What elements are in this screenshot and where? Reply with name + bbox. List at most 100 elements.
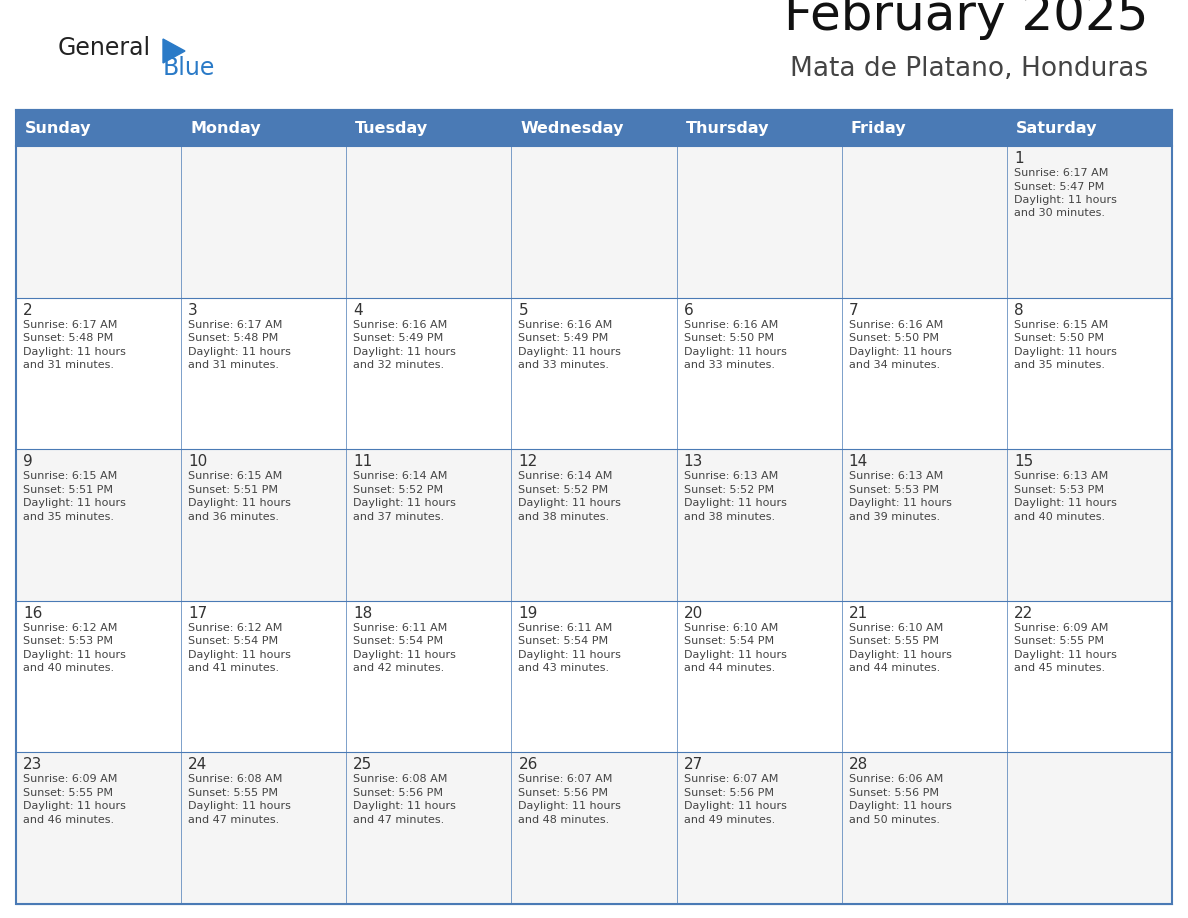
Bar bbox=[1007, 600, 1173, 753]
Bar bbox=[181, 600, 346, 753]
Text: Sunrise: 6:07 AM: Sunrise: 6:07 AM bbox=[683, 775, 778, 784]
Bar bbox=[346, 297, 511, 449]
Text: Sunrise: 6:16 AM: Sunrise: 6:16 AM bbox=[353, 319, 448, 330]
Bar bbox=[511, 146, 677, 297]
Text: Daylight: 11 hours: Daylight: 11 hours bbox=[683, 498, 786, 509]
Text: Tuesday: Tuesday bbox=[355, 120, 429, 136]
Bar bbox=[677, 146, 842, 297]
Bar bbox=[511, 753, 677, 904]
Text: Sunrise: 6:06 AM: Sunrise: 6:06 AM bbox=[848, 775, 943, 784]
Text: 21: 21 bbox=[848, 606, 868, 621]
Text: 28: 28 bbox=[848, 757, 868, 772]
Text: 25: 25 bbox=[353, 757, 373, 772]
Text: Wednesday: Wednesday bbox=[520, 120, 624, 136]
Text: Sunset: 5:55 PM: Sunset: 5:55 PM bbox=[848, 636, 939, 646]
Text: Daylight: 11 hours: Daylight: 11 hours bbox=[518, 347, 621, 356]
Text: 1: 1 bbox=[1013, 151, 1024, 166]
Text: and 46 minutes.: and 46 minutes. bbox=[23, 815, 114, 825]
Bar bbox=[511, 449, 677, 600]
Bar bbox=[15, 600, 181, 753]
Text: and 38 minutes.: and 38 minutes. bbox=[683, 511, 775, 521]
Text: 12: 12 bbox=[518, 454, 538, 469]
Bar bbox=[15, 110, 1173, 904]
Text: Sunset: 5:50 PM: Sunset: 5:50 PM bbox=[848, 333, 939, 343]
Bar bbox=[15, 449, 181, 600]
Bar bbox=[1007, 753, 1173, 904]
Text: Sunset: 5:55 PM: Sunset: 5:55 PM bbox=[23, 788, 113, 798]
Text: Sunday: Sunday bbox=[25, 120, 91, 136]
Bar bbox=[346, 449, 511, 600]
Text: Daylight: 11 hours: Daylight: 11 hours bbox=[518, 498, 621, 509]
Text: 9: 9 bbox=[23, 454, 33, 469]
Text: Sunrise: 6:09 AM: Sunrise: 6:09 AM bbox=[23, 775, 118, 784]
Text: Daylight: 11 hours: Daylight: 11 hours bbox=[188, 347, 291, 356]
Bar bbox=[677, 753, 842, 904]
Text: Sunset: 5:56 PM: Sunset: 5:56 PM bbox=[353, 788, 443, 798]
Bar bbox=[842, 297, 1007, 449]
Bar bbox=[677, 600, 842, 753]
Text: Daylight: 11 hours: Daylight: 11 hours bbox=[848, 650, 952, 660]
Polygon shape bbox=[163, 39, 185, 63]
Text: 18: 18 bbox=[353, 606, 373, 621]
Text: 7: 7 bbox=[848, 303, 859, 318]
Text: Sunset: 5:54 PM: Sunset: 5:54 PM bbox=[518, 636, 608, 646]
Text: Daylight: 11 hours: Daylight: 11 hours bbox=[188, 498, 291, 509]
Text: 27: 27 bbox=[683, 757, 703, 772]
Text: Mata de Platano, Honduras: Mata de Platano, Honduras bbox=[790, 56, 1148, 82]
Text: Sunrise: 6:16 AM: Sunrise: 6:16 AM bbox=[518, 319, 613, 330]
Text: and 35 minutes.: and 35 minutes. bbox=[1013, 360, 1105, 370]
Text: and 47 minutes.: and 47 minutes. bbox=[188, 815, 279, 825]
Text: and 37 minutes.: and 37 minutes. bbox=[353, 511, 444, 521]
Text: Sunrise: 6:17 AM: Sunrise: 6:17 AM bbox=[188, 319, 283, 330]
Text: Saturday: Saturday bbox=[1016, 120, 1098, 136]
Text: Sunset: 5:56 PM: Sunset: 5:56 PM bbox=[848, 788, 939, 798]
Text: Daylight: 11 hours: Daylight: 11 hours bbox=[23, 498, 126, 509]
Text: 4: 4 bbox=[353, 303, 362, 318]
Bar bbox=[1007, 297, 1173, 449]
Text: Daylight: 11 hours: Daylight: 11 hours bbox=[23, 650, 126, 660]
Bar bbox=[842, 753, 1007, 904]
Text: Sunset: 5:55 PM: Sunset: 5:55 PM bbox=[188, 788, 278, 798]
Text: 10: 10 bbox=[188, 454, 208, 469]
Text: Thursday: Thursday bbox=[685, 120, 769, 136]
Text: Sunrise: 6:15 AM: Sunrise: 6:15 AM bbox=[188, 471, 283, 481]
Text: and 45 minutes.: and 45 minutes. bbox=[1013, 664, 1105, 673]
Text: Daylight: 11 hours: Daylight: 11 hours bbox=[518, 650, 621, 660]
Text: 11: 11 bbox=[353, 454, 373, 469]
Text: and 38 minutes.: and 38 minutes. bbox=[518, 511, 609, 521]
Text: 13: 13 bbox=[683, 454, 703, 469]
Text: 5: 5 bbox=[518, 303, 527, 318]
Text: Sunrise: 6:08 AM: Sunrise: 6:08 AM bbox=[188, 775, 283, 784]
Text: 17: 17 bbox=[188, 606, 208, 621]
Text: Sunset: 5:56 PM: Sunset: 5:56 PM bbox=[683, 788, 773, 798]
Text: 23: 23 bbox=[23, 757, 43, 772]
Text: Sunset: 5:54 PM: Sunset: 5:54 PM bbox=[353, 636, 443, 646]
Text: Sunrise: 6:13 AM: Sunrise: 6:13 AM bbox=[683, 471, 778, 481]
Text: Daylight: 11 hours: Daylight: 11 hours bbox=[848, 801, 952, 812]
Text: Daylight: 11 hours: Daylight: 11 hours bbox=[683, 801, 786, 812]
Text: and 39 minutes.: and 39 minutes. bbox=[848, 511, 940, 521]
Bar bbox=[677, 297, 842, 449]
Text: Sunrise: 6:17 AM: Sunrise: 6:17 AM bbox=[23, 319, 118, 330]
Text: and 43 minutes.: and 43 minutes. bbox=[518, 664, 609, 673]
Text: Sunset: 5:47 PM: Sunset: 5:47 PM bbox=[1013, 182, 1104, 192]
Text: Sunrise: 6:13 AM: Sunrise: 6:13 AM bbox=[1013, 471, 1108, 481]
Bar bbox=[677, 449, 842, 600]
Text: Monday: Monday bbox=[190, 120, 261, 136]
Text: Sunrise: 6:15 AM: Sunrise: 6:15 AM bbox=[23, 471, 118, 481]
Bar bbox=[181, 146, 346, 297]
Text: Sunset: 5:54 PM: Sunset: 5:54 PM bbox=[683, 636, 773, 646]
Text: Sunrise: 6:10 AM: Sunrise: 6:10 AM bbox=[683, 622, 778, 633]
Text: and 47 minutes.: and 47 minutes. bbox=[353, 815, 444, 825]
Text: 8: 8 bbox=[1013, 303, 1024, 318]
Text: and 50 minutes.: and 50 minutes. bbox=[848, 815, 940, 825]
Text: 26: 26 bbox=[518, 757, 538, 772]
Text: Sunset: 5:53 PM: Sunset: 5:53 PM bbox=[1013, 485, 1104, 495]
Text: Sunrise: 6:15 AM: Sunrise: 6:15 AM bbox=[1013, 319, 1108, 330]
Text: Sunset: 5:52 PM: Sunset: 5:52 PM bbox=[518, 485, 608, 495]
Bar bbox=[15, 110, 1173, 146]
Text: Sunrise: 6:14 AM: Sunrise: 6:14 AM bbox=[353, 471, 448, 481]
Text: 16: 16 bbox=[23, 606, 43, 621]
Text: Sunrise: 6:07 AM: Sunrise: 6:07 AM bbox=[518, 775, 613, 784]
Text: Sunset: 5:55 PM: Sunset: 5:55 PM bbox=[1013, 636, 1104, 646]
